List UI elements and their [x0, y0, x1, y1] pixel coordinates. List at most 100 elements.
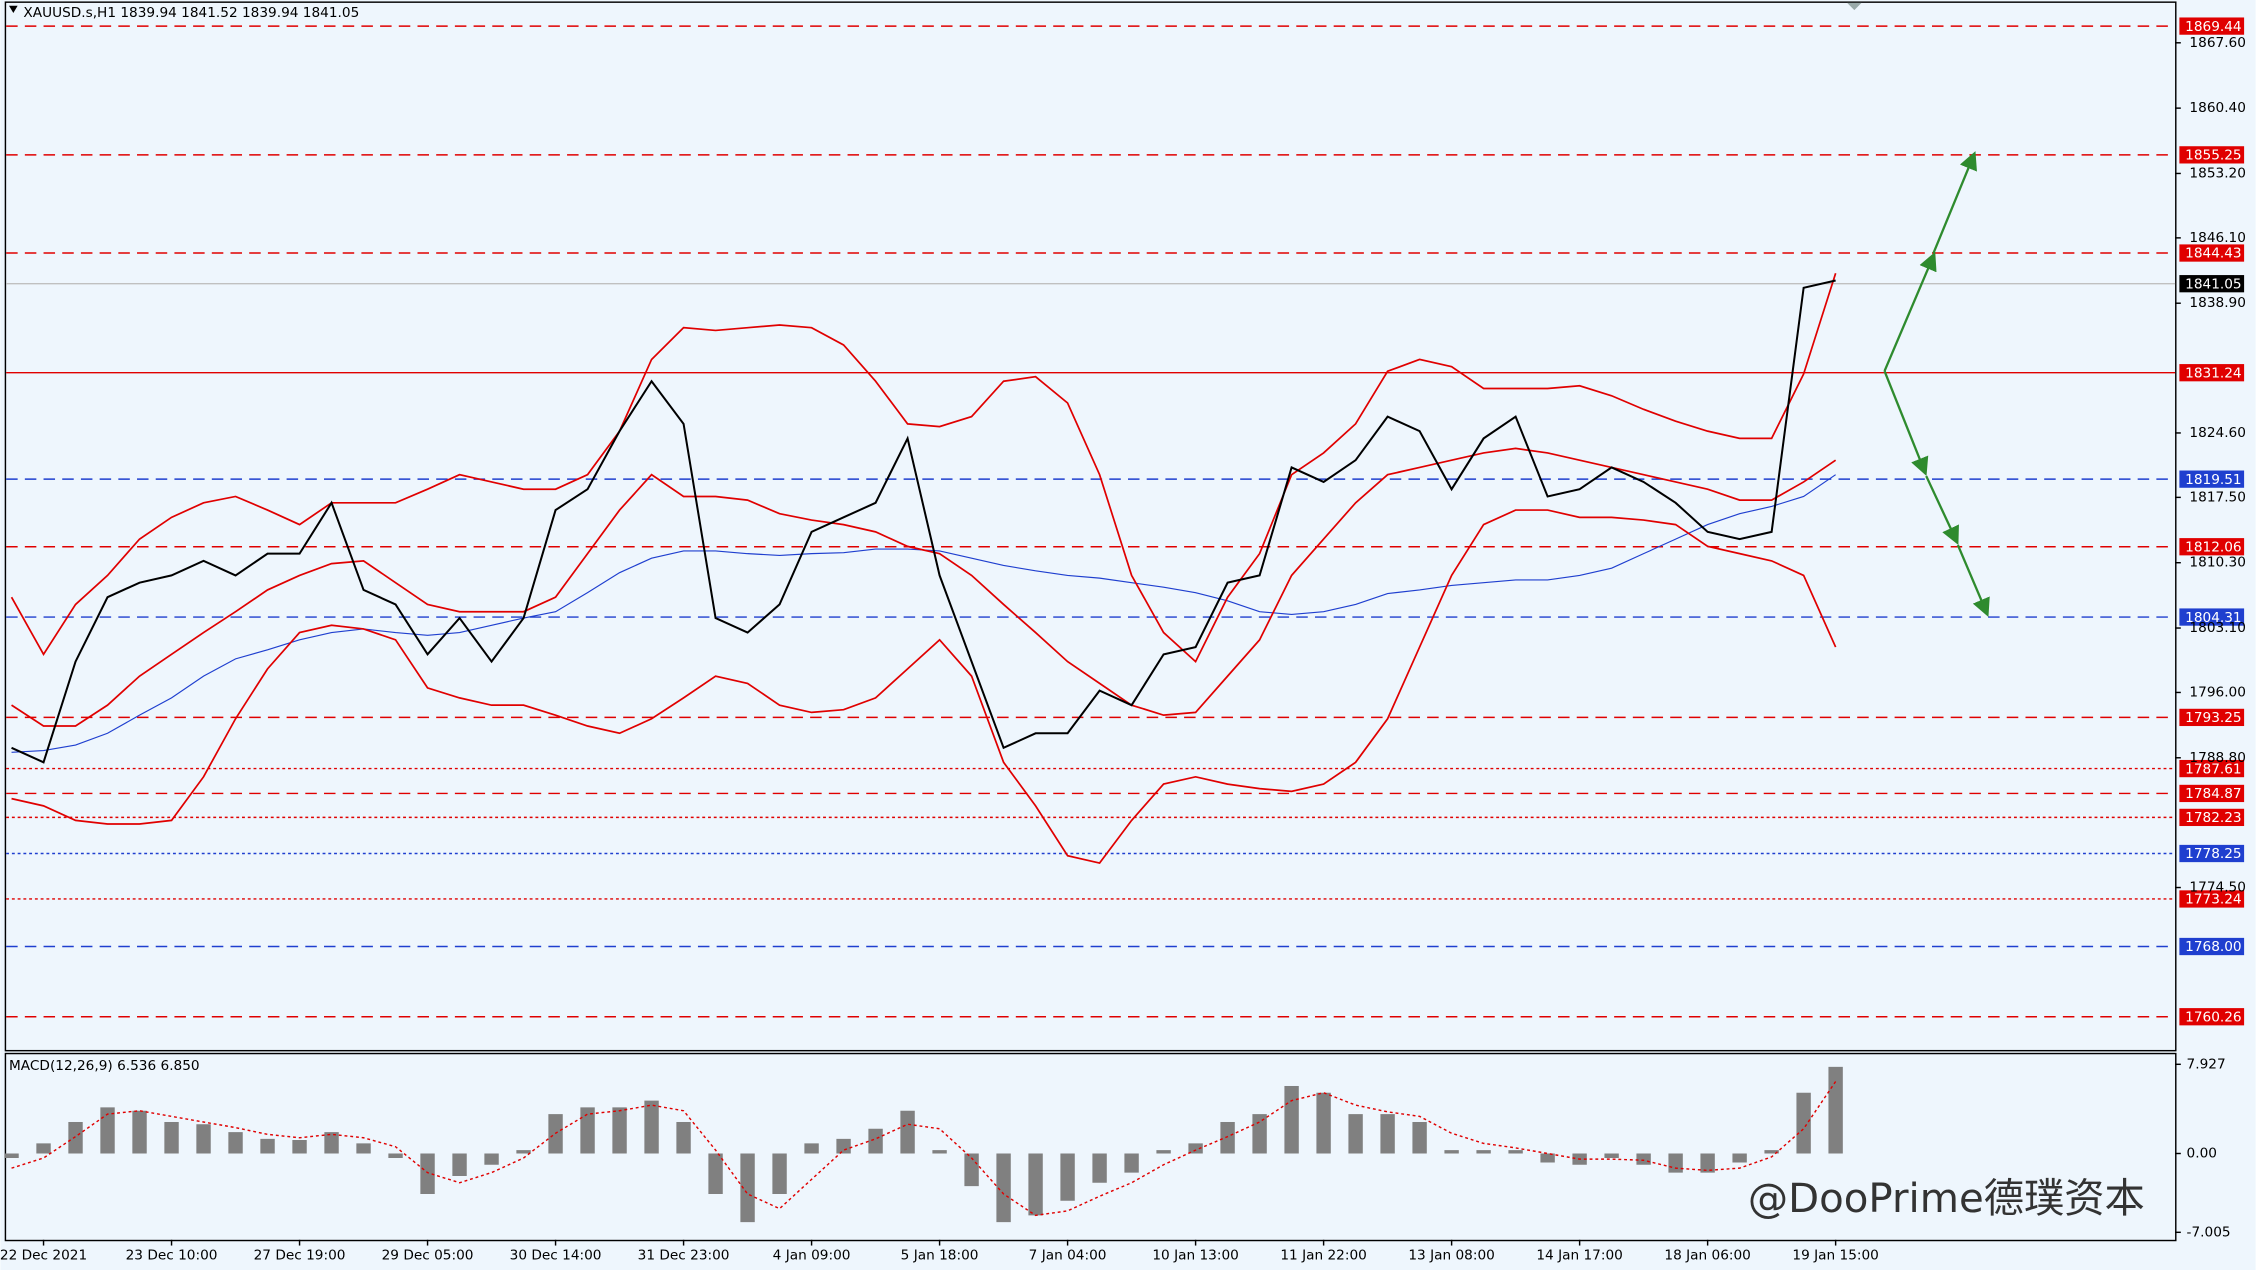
macd-bar — [164, 1121, 179, 1154]
level-label-box — [2179, 808, 2245, 827]
macd-bar — [1476, 1150, 1491, 1154]
macd-bar — [868, 1128, 883, 1154]
macd-bar — [420, 1153, 435, 1195]
level-label: 1819.51 — [2185, 472, 2241, 488]
macd-bar — [324, 1132, 339, 1154]
watermark: @DooPrime德璞资本 — [1748, 1176, 2145, 1222]
x-tick-label: 29 Dec 05:00 — [382, 1248, 474, 1264]
macd-bar — [932, 1150, 947, 1154]
macd-bar — [132, 1110, 147, 1154]
level-label-box — [2179, 244, 2245, 262]
level-label-box — [2179, 937, 2245, 956]
macd-bar — [1380, 1114, 1395, 1154]
arrow-down-1 — [1883, 370, 1929, 477]
macd-bar — [708, 1153, 723, 1195]
projection-arrows — [1883, 151, 1990, 617]
x-tick-label: 10 Jan 13:00 — [1152, 1248, 1238, 1264]
macd-bar — [580, 1107, 595, 1154]
macd-bar — [1764, 1150, 1779, 1154]
x-tick-label: 30 Dec 14:00 — [510, 1248, 602, 1264]
y-tick-label: 1796.00 — [2189, 684, 2245, 700]
x-tick-label: 14 Jan 17:00 — [1536, 1248, 1622, 1264]
macd-bar — [772, 1153, 787, 1195]
level-label-box — [2179, 364, 2245, 382]
macd-bar — [36, 1143, 51, 1154]
macd-bar — [1060, 1153, 1075, 1201]
level-label: 1804.31 — [2185, 610, 2241, 626]
x-tick-label: 13 Jan 08:00 — [1408, 1248, 1494, 1264]
macd-bar — [964, 1153, 979, 1187]
level-label: 1784.87 — [2185, 786, 2241, 802]
arrow-down-3 — [1956, 544, 1990, 617]
level-label-box — [2179, 1008, 2245, 1026]
x-tick-label: 31 Dec 23:00 — [638, 1248, 730, 1264]
level-label-box — [2179, 146, 2245, 164]
level-label: 1773.24 — [2185, 892, 2241, 908]
y-tick-label: 1788.80 — [2189, 750, 2245, 766]
macd-bar — [644, 1100, 659, 1154]
level-label: 1855.25 — [2185, 148, 2241, 164]
macd-bar — [260, 1138, 275, 1154]
level-label: 1768.00 — [2185, 939, 2241, 955]
series-line — [10, 272, 1837, 664]
macd-bar — [228, 1132, 243, 1154]
level-label-box — [2179, 844, 2245, 863]
level-label: 1869.44 — [2185, 19, 2241, 35]
macd-bar — [1188, 1143, 1203, 1154]
macd-bar — [836, 1138, 851, 1154]
price-panel — [4, 1, 2177, 1052]
macd-bar — [1540, 1153, 1555, 1163]
macd-bar — [1220, 1121, 1235, 1154]
macd-bar — [1828, 1066, 1843, 1154]
macd-bar — [1348, 1114, 1363, 1154]
level-label-box — [2179, 759, 2245, 778]
level-label: 1760.26 — [2185, 1009, 2241, 1025]
level-label-box — [2179, 608, 2245, 626]
level-label: 1787.61 — [2185, 761, 2241, 777]
macd-bar — [676, 1121, 691, 1154]
y-tick-label: 1860.40 — [2189, 100, 2245, 116]
macd-bar — [4, 1153, 19, 1158]
macd-bar — [1700, 1153, 1715, 1173]
series-line — [11, 279, 1836, 764]
y-tick-label: -7.005 — [2187, 1224, 2231, 1240]
menu-triangle — [9, 5, 18, 13]
y-tick-label: 1803.10 — [2189, 620, 2245, 636]
level-label-box — [2179, 538, 2245, 556]
macd-bar — [356, 1143, 371, 1154]
level-label: 1841.05 — [2185, 276, 2241, 292]
header: XAUUSD.s,H1 1839.94 1841.52 1839.94 1841… — [23, 5, 359, 21]
x-tick-label: 4 Jan 09:00 — [773, 1248, 851, 1264]
x-tick-label: 11 Jan 22:00 — [1280, 1248, 1366, 1264]
level-label-box — [2179, 17, 2245, 35]
y-tick-label: 1846.10 — [2189, 230, 2245, 246]
level-label-box — [2179, 890, 2245, 908]
level-label-box — [2179, 708, 2245, 727]
level-label: 1793.25 — [2185, 710, 2241, 726]
macd-bar — [388, 1153, 403, 1158]
macd-bar — [1316, 1092, 1331, 1154]
macd-bar — [1796, 1092, 1811, 1154]
series-line — [11, 509, 1837, 865]
arrow-down-2 — [1925, 475, 1959, 545]
y-tick-label: 1810.30 — [2189, 555, 2245, 571]
macd-bar — [740, 1153, 755, 1223]
macd-bar — [996, 1153, 1011, 1223]
macd-bar — [1732, 1153, 1747, 1163]
x-tick-label: 27 Dec 19:00 — [254, 1248, 346, 1264]
x-tick-label: 18 Jan 06:00 — [1664, 1248, 1750, 1264]
macd-bar — [452, 1153, 467, 1176]
x-tick-label: 5 Jan 18:00 — [901, 1248, 979, 1264]
macd-bar — [1444, 1150, 1459, 1154]
y-tick-label: 0.00 — [2187, 1145, 2217, 1161]
macd-bar — [196, 1124, 211, 1154]
macd-bar — [1604, 1153, 1619, 1158]
macd-bar — [612, 1107, 627, 1154]
macd-bar — [1124, 1153, 1139, 1173]
y-tick-label: 7.927 — [2187, 1056, 2226, 1072]
macd-title: MACD(12,26,9) 6.536 6.850 — [9, 1058, 200, 1074]
level-label: 1844.43 — [2185, 246, 2241, 262]
series-line — [11, 447, 1837, 727]
